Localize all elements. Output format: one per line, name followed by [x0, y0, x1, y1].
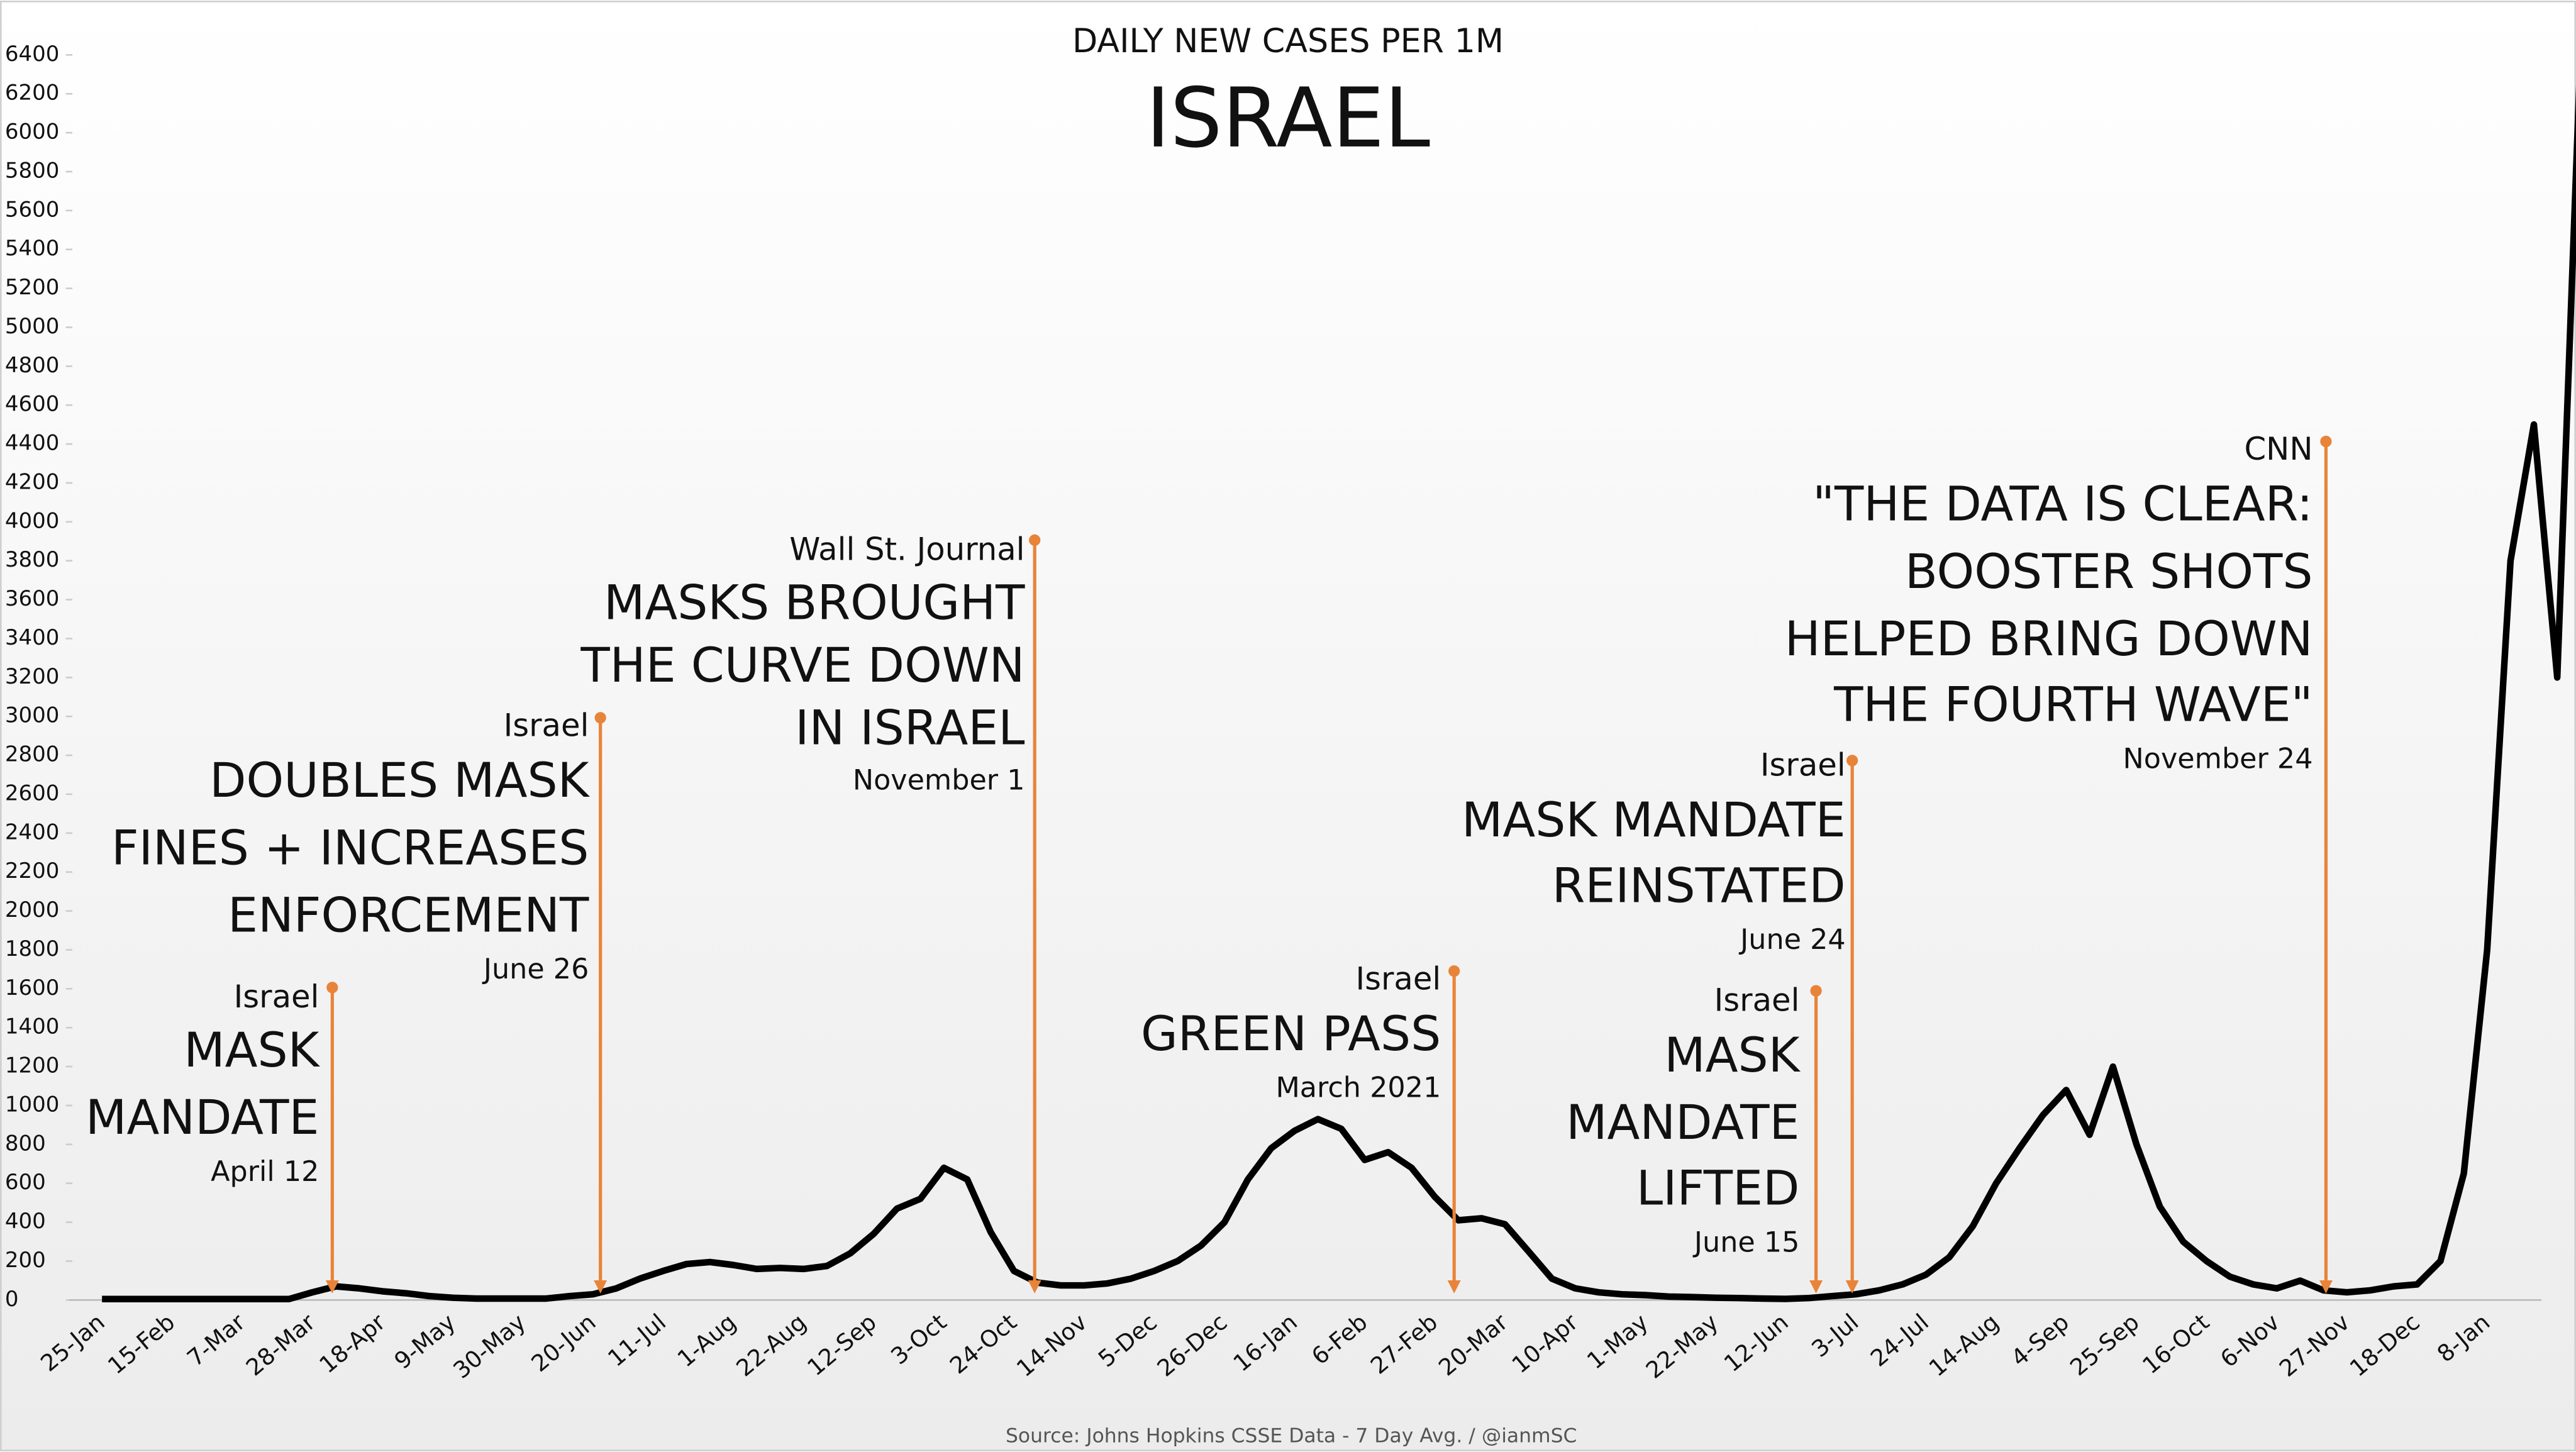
annotation-source: Israel	[1355, 960, 1441, 997]
annotation-headline: FINES + INCREASES	[111, 820, 589, 875]
annotation-headline: ENFORCEMENT	[228, 888, 589, 943]
arrow-head	[1447, 1280, 1461, 1294]
y-tick-label: 2600	[5, 780, 60, 806]
arrow-head	[2319, 1280, 2333, 1294]
y-tick-label: 1400	[5, 1014, 60, 1039]
chart-subtitle: ISRAEL	[1146, 70, 1430, 166]
annotation: Israel MASK MANDATE April 12	[86, 978, 339, 1294]
annotation-date: June 24	[1738, 924, 1846, 956]
annotation: Israel MASK MANDATE REINSTATED June 24	[1462, 746, 1859, 1294]
y-tick-label: 200	[5, 1248, 46, 1273]
y-tick-label: 4000	[5, 508, 60, 533]
annotation-headline: MASK	[1664, 1028, 1801, 1083]
y-tick-label: 5800	[5, 158, 60, 183]
annotation-date: April 12	[211, 1156, 319, 1188]
y-tick-label: 1200	[5, 1053, 60, 1078]
y-tick-label: 6200	[5, 80, 60, 106]
annotation-source: Wall St. Journal	[789, 531, 1024, 568]
annotation-headline: MANDATE	[86, 1090, 319, 1145]
annotation: Wall St. Journal MASKS BROUGHT THE CURVE D…	[580, 531, 1041, 1294]
annotation-headline: "THE DATA IS CLEAR:	[1813, 477, 2312, 532]
y-tick-label: 400	[5, 1209, 46, 1234]
y-tick-label: 5200	[5, 275, 60, 300]
arrow-head	[1809, 1280, 1823, 1294]
annotation: Israel GREEN PASS March 2021	[1141, 960, 1461, 1294]
annotation-date: November 24	[2123, 743, 2313, 775]
y-tick-label: 2800	[5, 742, 60, 767]
annotation-headline: MASKS BROUGHT	[604, 575, 1025, 631]
annotation-headline: DOUBLES MASK	[209, 753, 591, 808]
annotation-date: June 26	[482, 953, 589, 985]
annotation-dot	[1448, 965, 1460, 977]
annotation-headline: MANDATE	[1566, 1095, 1799, 1150]
y-tick-label: 3000	[5, 703, 60, 728]
y-tick-label: 800	[5, 1131, 46, 1156]
source-note: Source: Johns Hopkins CSSE Data - 7 Day …	[1006, 1424, 1577, 1447]
annotation-dot	[2320, 435, 2332, 448]
annotation-date: November 1	[853, 764, 1025, 796]
y-tick-label: 0	[5, 1287, 19, 1312]
arrow-head	[1845, 1280, 1859, 1294]
annotation-headline: IN ISRAEL	[795, 700, 1024, 755]
annotation-headline: HELPED BRING DOWN	[1785, 611, 2313, 667]
annotation-headline: REINSTATED	[1552, 858, 1846, 913]
arrow-head	[594, 1280, 608, 1294]
y-tick-label: 2200	[5, 858, 60, 884]
annotation-source: Israel	[1760, 746, 1846, 783]
annotation-headline: MASK	[184, 1022, 320, 1078]
arrow-head	[1028, 1280, 1041, 1294]
y-tick-label: 4600	[5, 392, 60, 417]
y-tick-label: 1800	[5, 936, 60, 962]
y-tick-label: 3400	[5, 625, 60, 650]
annotation-dot	[1029, 534, 1041, 546]
y-tick-label: 1600	[5, 975, 60, 1000]
annotation: Israel DOUBLES MASK FINES + INCREASES ENFOR…	[111, 707, 608, 1294]
y-tick-label: 600	[5, 1170, 46, 1195]
annotation: CNN "THE DATA IS CLEAR: BOOSTER SHOTS HELPE…	[1785, 431, 2333, 1294]
annotation: Israel MASK MANDATE LIFTED June 15	[1566, 982, 1823, 1294]
y-tick-label: 4400	[5, 431, 60, 456]
y-tick-label: 2000	[5, 897, 60, 923]
annotation-source: CNN	[2244, 431, 2312, 467]
annotation-dot	[326, 982, 338, 994]
arrow-head	[325, 1280, 339, 1294]
annotation-headline: THE CURVE DOWN	[580, 638, 1024, 693]
annotation-dot	[594, 712, 606, 724]
y-tick-label: 5400	[5, 236, 60, 261]
annotation-headline: BOOSTER SHOTS	[1905, 544, 2313, 599]
y-tick-label: 3800	[5, 547, 60, 572]
annotation-headline: MASK MANDATE	[1462, 792, 1846, 848]
chart-title: DAILY NEW CASES PER 1M	[1072, 22, 1504, 60]
annotation-source: Israel	[234, 978, 319, 1015]
y-tick-label: 6000	[5, 119, 60, 145]
annotation-source: Israel	[1714, 982, 1800, 1018]
annotation-dot	[1846, 755, 1858, 767]
y-tick-label: 4800	[5, 353, 60, 378]
y-tick-label: 6400	[5, 42, 60, 67]
annotation-date: March 2021	[1275, 1072, 1441, 1104]
annotation-date: June 15	[1692, 1226, 1800, 1258]
y-tick-label: 3200	[5, 664, 60, 689]
y-tick-label: 5600	[5, 197, 60, 222]
y-tick-label: 1000	[5, 1092, 60, 1117]
annotation-headline: THE FOURTH WAVE"	[1833, 677, 2312, 733]
y-tick-label: 2400	[5, 819, 60, 845]
annotation-headline: LIFTED	[1636, 1161, 1800, 1216]
y-tick-label: 3600	[5, 586, 60, 611]
annotation-source: Israel	[504, 707, 589, 744]
annotation-headline: GREEN PASS	[1141, 1006, 1441, 1061]
y-tick-label: 5000	[5, 314, 60, 339]
annotation-dot	[1810, 985, 1822, 997]
data-line	[102, 85, 2576, 1302]
y-tick-label: 4200	[5, 469, 60, 494]
